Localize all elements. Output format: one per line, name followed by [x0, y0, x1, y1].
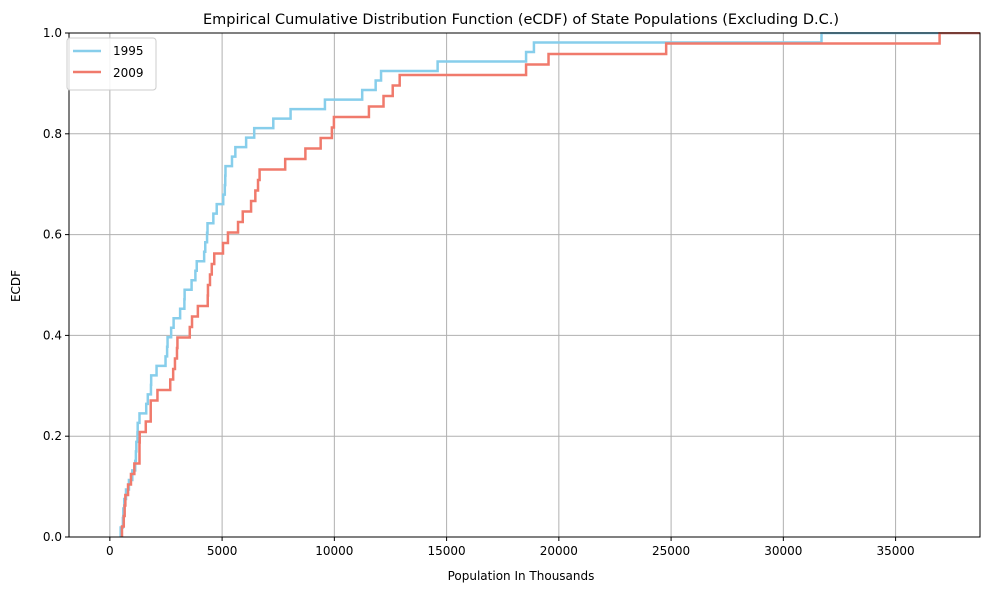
y-tick-label: 0.0	[43, 530, 62, 544]
legend-label-2009: 2009	[113, 66, 144, 80]
y-tick-label: 0.8	[43, 127, 62, 141]
y-tick-label: 1.0	[43, 26, 62, 40]
x-tick-label: 25000	[652, 544, 690, 558]
y-tick-label: 0.6	[43, 228, 62, 242]
y-axis-ticks: 0.0 0.2 0.4 0.6 0.8 1.0	[43, 26, 69, 544]
plot-frame	[68, 32, 981, 538]
x-axis-label: Population In Thousands	[448, 569, 595, 583]
x-tick-label: 35000	[876, 544, 914, 558]
chart-title: Empirical Cumulative Distribution Functi…	[203, 12, 839, 28]
x-tick-label: 20000	[540, 544, 578, 558]
legend-label-1995: 1995	[113, 44, 144, 58]
series-line-2009	[120, 32, 980, 537]
x-tick-label: 10000	[315, 544, 353, 558]
series-line-1995	[119, 32, 980, 537]
plot-area: 0 5000 10000 15000 20000 25000 30000 35000 0.00…	[43, 26, 981, 558]
y-axis-label: ECDF	[9, 270, 23, 302]
y-tick-label: 0.4	[43, 328, 62, 342]
legend: 1995 2009	[66, 37, 157, 91]
y-tick-label: 0.2	[43, 429, 62, 443]
x-tick-label: 5000	[207, 544, 238, 558]
x-tick-label: 15000	[428, 544, 466, 558]
x-tick-label: 30000	[764, 544, 802, 558]
x-axis-ticks: 0 5000 10000 15000 20000 25000 30000 35000	[106, 537, 915, 558]
series-layer	[119, 32, 980, 537]
x-tick-label: 0	[106, 544, 114, 558]
